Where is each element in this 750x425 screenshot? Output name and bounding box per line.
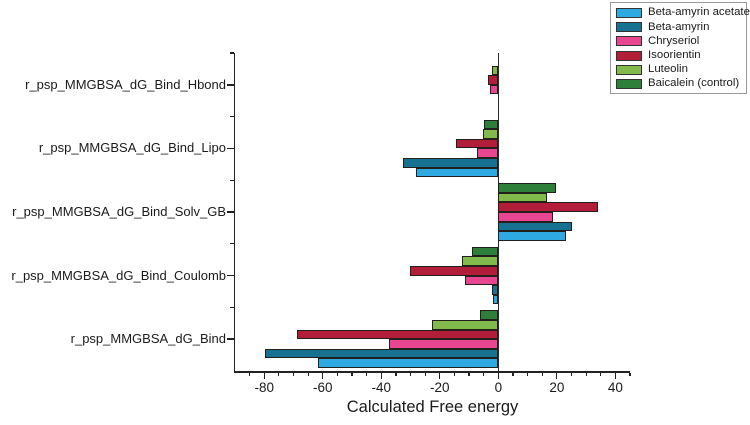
x-minor-tick — [483, 372, 485, 376]
y-category-label: r_psp_MMGBSA_dG_Bind_Hbond — [25, 76, 226, 92]
legend-swatch-luteolin — [616, 64, 642, 75]
x-major-tick — [614, 372, 616, 379]
bar-isoorientin-bind-solv-gb — [498, 202, 598, 212]
x-minor-tick — [453, 372, 456, 376]
bar-chryseriol-bind-coulomb — [464, 275, 499, 286]
x-major-tick — [322, 372, 324, 379]
x-axis-line — [233, 371, 630, 373]
bar-beta-amyrin-acetate-bind — [317, 358, 499, 368]
bar-baicalein-control-bind-coulomb — [471, 246, 499, 257]
x-minor-tick — [409, 372, 412, 376]
legend-item-baicalein-control: Baicalein (control) — [616, 77, 742, 91]
x-minor-tick — [629, 372, 631, 376]
y-major-tick — [226, 274, 234, 277]
legend-label: Beta-amyrin acetate — [648, 6, 750, 19]
x-minor-tick — [512, 372, 514, 376]
legend-item-luteolin: Luteolin — [616, 63, 742, 77]
x-major-tick — [263, 372, 265, 379]
x-minor-tick — [351, 372, 353, 376]
x-major-tick — [439, 372, 441, 379]
x-major-tick — [497, 372, 499, 379]
bar-luteolin-bind-lipo — [483, 129, 499, 139]
x-minor-tick — [541, 372, 543, 376]
x-tick-label: 40 — [607, 380, 623, 395]
x-minor-tick — [424, 372, 426, 376]
bar-isoorientin-bind — [297, 329, 499, 340]
x-tick-label: -20 — [430, 380, 450, 395]
x-minor-tick — [570, 372, 573, 376]
bar-beta-amyrin-bind-coulomb — [491, 285, 499, 295]
bar-chryseriol-bind-hbond — [490, 84, 499, 95]
x-minor-tick — [366, 372, 368, 376]
legend-label: Chryseriol — [648, 34, 700, 47]
y-category-label: r_psp_MMGBSA_dG_Bind_Coulomb — [11, 267, 226, 283]
legend-item-chryseriol: Chryseriol — [616, 34, 742, 48]
legend-swatch-baicalein-control — [616, 79, 642, 90]
x-minor-tick — [307, 372, 309, 376]
y-major-tick — [226, 211, 234, 213]
x-minor-tick — [395, 372, 397, 376]
y-minor-tick — [229, 52, 234, 54]
bar-luteolin-bind — [432, 320, 499, 330]
bar-isoorientin-bind-lipo — [456, 138, 499, 149]
x-tick-label: -40 — [371, 380, 392, 395]
y-minor-tick — [229, 116, 234, 118]
bar-luteolin-bind-solv-gb — [498, 192, 548, 203]
y-category-label: r_psp_MMGBSA_dG_Bind_Lipo — [38, 140, 226, 156]
y-minor-tick — [229, 243, 234, 245]
y-axis-line — [233, 53, 235, 373]
legend-label: Beta-amyrin — [648, 20, 710, 33]
bar-isoorientin-bind-coulomb — [409, 266, 499, 276]
x-minor-tick — [278, 372, 280, 376]
x-tick-label: -80 — [254, 380, 274, 395]
legend-item-beta-amyrin: Beta-amyrin — [616, 20, 742, 34]
bar-beta-amyrin-acetate-bind-coulomb — [493, 294, 499, 305]
bar-chryseriol-bind — [388, 339, 499, 349]
bar-baicalein-control-bind — [479, 310, 499, 320]
y-major-tick — [226, 84, 234, 86]
legend-swatch-isoorientin — [616, 50, 642, 61]
x-minor-tick — [600, 372, 602, 376]
x-tick-label: -60 — [313, 380, 333, 395]
x-tick-label: 20 — [549, 380, 565, 395]
y-major-tick — [226, 147, 234, 150]
bar-beta-amyrin-bind-lipo — [403, 158, 499, 168]
y-minor-tick — [229, 306, 234, 308]
bar-luteolin-bind-hbond — [492, 65, 499, 76]
legend-item-beta-amyrin-acetate: Beta-amyrin acetate — [616, 6, 750, 20]
bar-beta-amyrin-bind — [264, 348, 499, 359]
x-minor-tick — [585, 372, 587, 376]
legend-item-isoorientin: Isoorientin — [616, 49, 742, 63]
bar-chryseriol-bind-lipo — [476, 148, 499, 158]
y-minor-tick — [229, 179, 234, 181]
bar-beta-amyrin-bind-solv-gb — [498, 221, 573, 232]
y-category-label: r_psp_MMGBSA_dG_Bind — [70, 331, 226, 347]
bar-isoorientin-bind-hbond — [488, 75, 499, 85]
bar-baicalein-control-bind-solv-gb — [498, 183, 557, 193]
x-major-tick — [380, 372, 382, 379]
x-minor-tick — [526, 372, 529, 376]
x-minor-tick — [292, 372, 295, 376]
legend-label: Luteolin — [648, 63, 688, 76]
bar-beta-amyrin-acetate-bind-solv-gb — [498, 231, 567, 241]
y-major-tick — [226, 338, 234, 340]
legend-label: Isoorientin — [648, 48, 701, 61]
legend-swatch-chryseriol — [616, 36, 642, 47]
bar-luteolin-bind-coulomb — [462, 256, 499, 266]
x-minor-tick — [336, 372, 338, 376]
x-minor-tick — [249, 372, 251, 376]
y-category-label: r_psp_MMGBSA_dG_Bind_Solv_GB — [12, 204, 226, 219]
x-tick-label: 0 — [494, 380, 503, 395]
x-major-tick — [556, 372, 558, 379]
bar-baicalein-control-bind-lipo — [483, 119, 499, 130]
legend-swatch-beta-amyrin-acetate — [616, 8, 642, 19]
legend-swatch-beta-amyrin — [616, 22, 642, 33]
bar-chryseriol-bind-solv-gb — [498, 212, 554, 222]
legend-label: Baicalein (control) — [648, 77, 740, 90]
bar-beta-amyrin-acetate-bind-lipo — [415, 167, 499, 178]
x-axis-title: Calculated Free energy — [346, 398, 519, 416]
legend: Beta-amyrin acetate Beta-amyrin Chryseriol… — [610, 2, 750, 95]
x-minor-tick — [468, 372, 470, 376]
